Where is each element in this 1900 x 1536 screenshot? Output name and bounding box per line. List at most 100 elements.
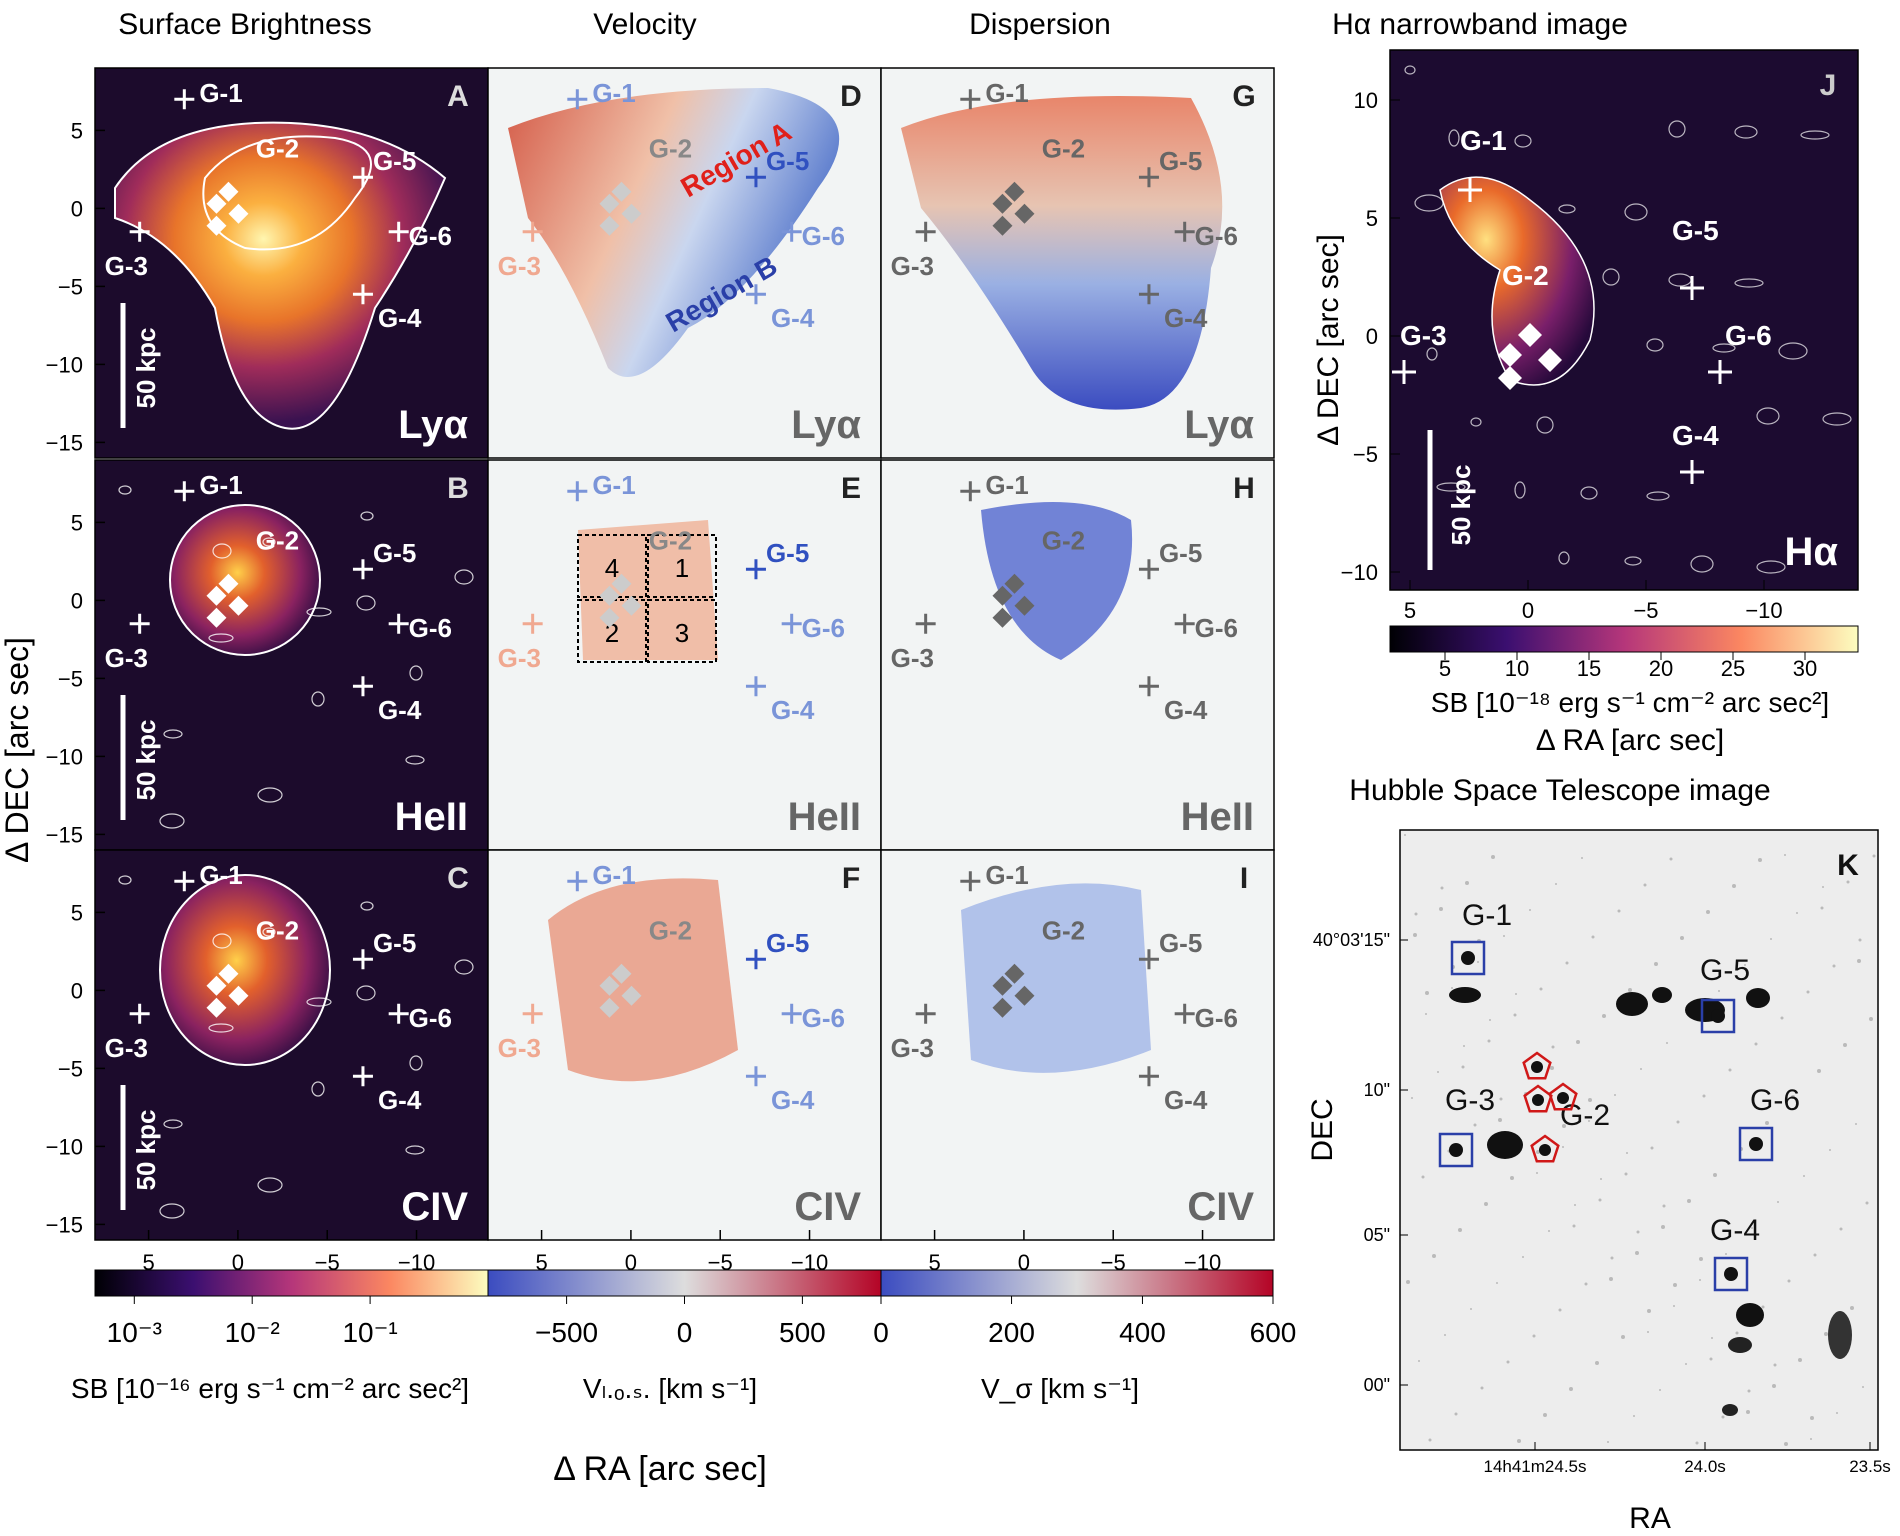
galaxy-marker — [745, 949, 766, 970]
galaxy-label: G-2 — [1042, 133, 1085, 163]
panel-h: G-1 G-2 G-3 G-4 G-5 G-6 H HeII — [880, 459, 1275, 851]
galaxy-label: G-3 — [105, 643, 148, 673]
colorbar-ha-ticks: 5 10 15 20 25 30 — [1439, 652, 1817, 681]
x-tick-label: 0 — [1522, 598, 1534, 623]
diamond-marker — [1014, 595, 1035, 616]
galaxy-label: G-2 — [649, 525, 692, 555]
hst-title: Hubble Space Telescope image — [1349, 774, 1770, 807]
galaxy-marker — [1138, 1066, 1159, 1087]
galaxy-label: G-2 — [256, 915, 299, 945]
x-tick-label: 14h41m24.5s — [1483, 1457, 1586, 1476]
y-tick-label: −15 — [46, 430, 83, 455]
panel-b: G-1 G-2 G-3 G-4 G-5 G-6 B HeII 50 kpc 5 0 −5 −10 −15 — [46, 459, 489, 851]
galaxy-marker — [174, 481, 195, 502]
ha-title: Hα narrowband image — [1332, 8, 1628, 41]
galaxy-marker — [567, 89, 588, 110]
galaxy-label: G-5 — [373, 928, 416, 958]
galaxy-marker — [960, 481, 981, 502]
galaxy-label: G-1 — [1462, 899, 1512, 932]
panel-line-label: HeII — [395, 795, 468, 839]
galaxy-box — [1450, 940, 1486, 976]
hst-dec-label: DEC — [1306, 1098, 1339, 1161]
galaxy-label: G-2 — [256, 525, 299, 555]
x-tick-label: −10 — [1745, 598, 1782, 623]
galaxy-label: G-4 — [771, 1085, 815, 1115]
galaxy-label: G-3 — [1400, 320, 1447, 351]
y-tick-label: 00" — [1364, 1375, 1390, 1395]
galaxy-label: G-5 — [766, 146, 809, 176]
y-tick-label: −10 — [46, 352, 83, 377]
galaxy-label: G-1 — [592, 860, 635, 890]
galaxy-label: G-4 — [771, 303, 815, 333]
scalebar-label: 50 kpc — [131, 1110, 161, 1191]
panel-letter: F — [842, 862, 860, 895]
galaxy-label: G-6 — [409, 1003, 452, 1033]
galaxy-marker — [522, 1003, 543, 1024]
diamond-marker — [206, 997, 227, 1018]
galaxy-marker — [129, 221, 150, 242]
region-box-3: 3 — [675, 618, 689, 648]
galaxy-marker — [567, 481, 588, 502]
ha-ra-axis-label: Δ RA [arc sec] — [1536, 724, 1724, 757]
galaxy-label: G-5 — [766, 928, 809, 958]
galaxy-marker — [745, 1066, 766, 1087]
x-tick-label: 5 — [142, 1250, 154, 1275]
y-tick-label: −5 — [1353, 442, 1378, 467]
diamond-marker — [599, 215, 620, 236]
panel-letter: C — [447, 862, 469, 895]
y-tick-label: 5 — [71, 900, 83, 925]
galaxy-marker — [388, 1003, 409, 1024]
diamond-marker — [599, 997, 620, 1018]
diamond-marker — [1004, 573, 1025, 594]
galaxy-box — [1438, 1132, 1474, 1168]
y-tick-label: −5 — [58, 1056, 83, 1081]
galaxy-label: G-6 — [1195, 613, 1238, 643]
diamond-marker — [992, 607, 1013, 628]
galaxy-label: G-4 — [771, 695, 815, 725]
y-tick-label: 05" — [1364, 1225, 1390, 1245]
diamond-marker — [599, 607, 620, 628]
pentagon-marker — [1522, 1051, 1552, 1080]
diamond-marker — [1004, 181, 1025, 202]
panel-line-label: Lyα — [1184, 403, 1254, 447]
colorbar-tick-label: 10⁻³ — [107, 1317, 162, 1348]
diamond-marker — [599, 585, 620, 606]
galaxy-marker — [1138, 949, 1159, 970]
panel-letter: I — [1240, 862, 1248, 895]
galaxy-label: G-5 — [766, 538, 809, 568]
diamond-marker — [992, 585, 1013, 606]
galaxy-marker — [1458, 178, 1482, 202]
galaxy-marker — [1174, 1003, 1195, 1024]
panel-line-label: HeII — [1181, 795, 1254, 839]
diamond-marker — [228, 595, 249, 616]
galaxy-label: G-4 — [378, 1085, 422, 1115]
galaxy-marker — [1392, 360, 1416, 384]
galaxy-label: G-4 — [1164, 1085, 1208, 1115]
colorbar-sb-label: SB [10⁻¹⁶ erg s⁻¹ cm⁻² arc sec²] — [71, 1373, 469, 1404]
y-tick-label: 10" — [1364, 1080, 1390, 1100]
galaxy-marker — [522, 221, 543, 242]
galaxy-label: G-5 — [1159, 146, 1202, 176]
colorbar-ha-label: SB [10⁻¹⁸ erg s⁻¹ cm⁻² arc sec²] — [1431, 687, 1829, 718]
diamond-marker — [218, 573, 239, 594]
panel-letter: B — [447, 472, 469, 505]
column-title-sb: Surface Brightness — [118, 8, 371, 41]
ra-axis-label: Δ RA [arc sec] — [553, 1450, 767, 1488]
diamond-marker — [218, 963, 239, 984]
galaxy-marker — [567, 871, 588, 892]
galaxy-marker — [522, 613, 543, 634]
x-tick-label: 5 — [1404, 598, 1416, 623]
panel-j: G-1 G-2 G-3 G-4 G-5 G-6 50 kpc J Hα 10 5 0 −5 −10 5 0 −5… — [1312, 49, 1859, 623]
panel-g: G-1 G-2 G-3 G-4 G-5 G-6 G Lyα — [880, 67, 1275, 459]
y-tick-label: −5 — [58, 274, 83, 299]
galaxy-marker — [352, 559, 373, 580]
galaxy-label: G-3 — [105, 1033, 148, 1063]
galaxy-marker — [960, 871, 981, 892]
galaxy-marker — [388, 613, 409, 634]
galaxy-label: G-4 — [1710, 1214, 1760, 1247]
galaxy-marker — [1174, 221, 1195, 242]
galaxy-label: G-4 — [1164, 303, 1208, 333]
diamond-marker — [992, 997, 1013, 1018]
y-tick-label: 10 — [1354, 88, 1378, 113]
